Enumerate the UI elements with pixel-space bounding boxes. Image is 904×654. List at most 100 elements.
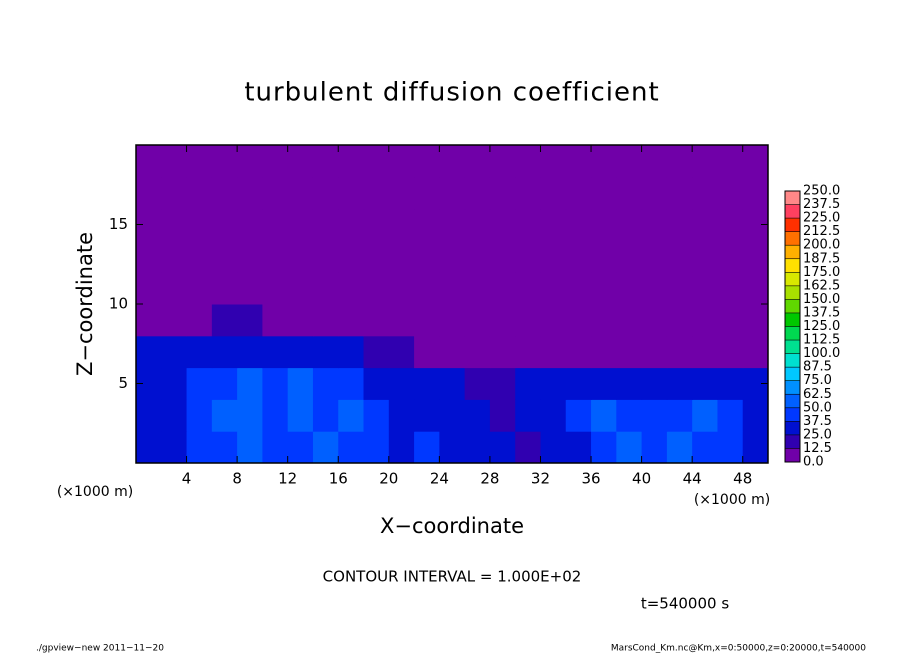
field-cell	[742, 304, 769, 337]
field-cell	[211, 176, 238, 210]
y-tick-label: 15	[109, 215, 128, 233]
x-tick-label: 40	[632, 470, 651, 488]
field-cell	[565, 176, 592, 210]
field-cell	[161, 272, 188, 305]
x-tick-label: 36	[581, 470, 600, 488]
field-cell	[414, 272, 440, 305]
colorbar-band	[785, 380, 800, 395]
field-cell	[388, 176, 415, 210]
field-cell	[515, 176, 541, 210]
colorbar-label: 125.0	[803, 319, 840, 334]
field-cell	[489, 304, 516, 337]
field-cell	[717, 272, 744, 305]
field-cell	[641, 272, 668, 305]
field-cell	[136, 272, 162, 305]
colorbar-label: 0.0	[803, 455, 824, 470]
field-cell	[692, 240, 718, 273]
field-cell	[363, 240, 390, 273]
field-cell	[565, 208, 592, 241]
colorbar-label: 62.5	[803, 387, 832, 402]
field-cell	[287, 176, 314, 210]
colorbar-label: 212.5	[803, 224, 840, 239]
field-cell	[616, 335, 643, 369]
field-cell	[136, 240, 162, 273]
field-cell	[540, 367, 567, 400]
field-cell	[186, 431, 213, 464]
field-cell	[186, 399, 213, 432]
field-cell	[616, 272, 643, 305]
colorbar-label: 37.5	[803, 414, 832, 429]
field-cell	[211, 145, 238, 178]
field-cell	[161, 431, 188, 464]
field-cell	[414, 304, 440, 337]
field-cell	[464, 272, 491, 305]
field-cell	[262, 208, 289, 241]
field-cell	[666, 145, 693, 178]
field-cell	[565, 399, 592, 432]
field-cell	[414, 145, 440, 178]
field-cell	[287, 208, 314, 241]
colorbar-band	[785, 272, 800, 286]
field-cell	[464, 176, 491, 210]
field-cell	[464, 431, 491, 464]
field-cell	[591, 367, 617, 400]
field-cell	[161, 335, 188, 369]
field-cell	[211, 304, 238, 337]
field-cell	[540, 431, 567, 464]
field-cell	[489, 399, 516, 432]
field-cell	[692, 176, 718, 210]
field-cell	[692, 304, 718, 337]
field-cell	[211, 240, 238, 273]
field-cell	[363, 367, 390, 400]
field-cell	[717, 176, 744, 210]
field-cell	[161, 145, 188, 178]
field-cell	[742, 335, 769, 369]
field-cell	[338, 399, 365, 432]
field-cell	[262, 367, 289, 400]
field-cell	[414, 208, 440, 241]
field-cell	[161, 176, 188, 210]
field-cell	[489, 367, 516, 400]
field-cell	[489, 272, 516, 305]
field-cell	[186, 272, 213, 305]
colorbar-band	[785, 340, 800, 354]
field-cell	[464, 335, 491, 369]
x-unit-label: (×1000 m)	[694, 492, 770, 508]
field-cell	[287, 272, 314, 305]
field-cell	[641, 431, 668, 464]
field-cell	[616, 145, 643, 178]
field-cell	[489, 176, 516, 210]
colorbar-label: 187.5	[803, 251, 840, 266]
field-cell	[616, 304, 643, 337]
field-cell	[237, 240, 263, 273]
field-cell	[717, 367, 744, 400]
field-cell	[666, 272, 693, 305]
field-cell	[136, 399, 162, 432]
field-cell	[692, 431, 718, 464]
field-cell	[136, 176, 162, 210]
colorbar-band	[785, 367, 800, 381]
field-cell	[312, 304, 339, 337]
field-cell	[161, 367, 188, 400]
field-cell	[717, 431, 744, 464]
field-cell	[363, 399, 390, 432]
field-cell	[515, 208, 541, 241]
time-label: t=540000 s	[641, 595, 729, 613]
field-cell	[439, 208, 466, 241]
field-cell	[565, 145, 592, 178]
field-cell	[388, 431, 415, 464]
field-cell	[186, 208, 213, 241]
field-cell	[464, 208, 491, 241]
field-cell	[742, 176, 769, 210]
field-cell	[489, 335, 516, 369]
field-cell	[489, 208, 516, 241]
field-cell	[717, 304, 744, 337]
field-cell	[666, 335, 693, 369]
field-cell	[262, 272, 289, 305]
colorbar-label: 87.5	[803, 360, 832, 375]
colorbar-label: 75.0	[803, 373, 832, 388]
field-cell	[464, 304, 491, 337]
field-cell	[414, 431, 440, 464]
field-cell	[363, 176, 390, 210]
field-cell	[287, 304, 314, 337]
